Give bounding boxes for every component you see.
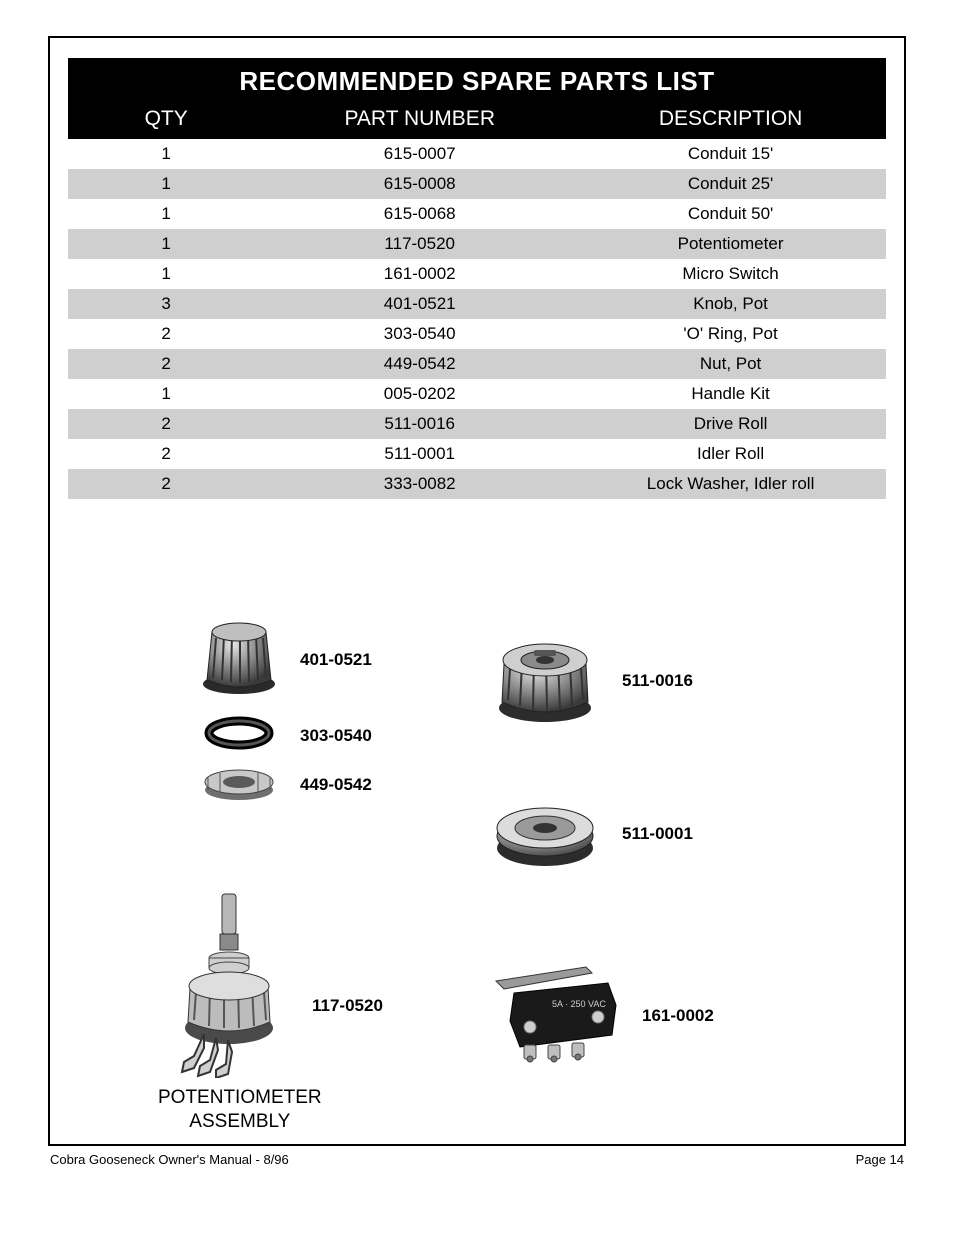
cell-pn: 161-0002 [264, 259, 575, 289]
table-title: RECOMMENDED SPARE PARTS LIST [68, 58, 886, 103]
part-oring: 303-0540 [200, 716, 372, 755]
part-label: 511-0016 [622, 671, 693, 691]
table-row: 1117-0520Potentiometer [68, 229, 886, 259]
col-desc: DESCRIPTION [575, 103, 886, 139]
cell-qty: 2 [68, 409, 264, 439]
idler-roll-icon [490, 788, 600, 879]
table-row: 2511-0016Drive Roll [68, 409, 886, 439]
cell-qty: 1 [68, 199, 264, 229]
cell-pn: 615-0007 [264, 139, 575, 169]
part-knob: 401-0521 [200, 618, 372, 701]
cell-qty: 2 [68, 319, 264, 349]
cell-qty: 2 [68, 349, 264, 379]
col-pn: PART NUMBER [264, 103, 575, 139]
page-frame: RECOMMENDED SPARE PARTS LIST QTY PART NU… [48, 36, 906, 1146]
drive-roll-icon [490, 628, 600, 733]
cell-desc: Nut, Pot [575, 349, 886, 379]
cell-desc: Drive Roll [575, 409, 886, 439]
footer-right: Page 14 [856, 1152, 904, 1167]
cell-pn: 005-0202 [264, 379, 575, 409]
cell-qty: 1 [68, 139, 264, 169]
cell-qty: 1 [68, 229, 264, 259]
table-row: 1615-0007Conduit 15' [68, 139, 886, 169]
cell-pn: 303-0540 [264, 319, 575, 349]
footer-left: Cobra Gooseneck Owner's Manual - 8/96 [50, 1152, 289, 1167]
table-row: 2449-0542Nut, Pot [68, 349, 886, 379]
nut-icon [200, 760, 278, 809]
knob-icon [200, 618, 278, 701]
cell-desc: 'O' Ring, Pot [575, 319, 886, 349]
cell-qty: 2 [68, 439, 264, 469]
part-label: 401-0521 [300, 650, 372, 670]
cell-qty: 3 [68, 289, 264, 319]
part-label: 449-0542 [300, 775, 372, 795]
part-micro-switch: 5A · 250 VAC [490, 963, 714, 1068]
part-drive-roll: 511-0016 [490, 628, 693, 733]
part-potentiometer: 117-0520 [160, 888, 383, 1083]
cell-desc: Conduit 50' [575, 199, 886, 229]
cell-desc: Lock Washer, Idler roll [575, 469, 886, 499]
caption-line1: POTENTIOMETER [158, 1087, 322, 1108]
part-label: 303-0540 [300, 726, 372, 746]
table-row: 1615-0068Conduit 50' [68, 199, 886, 229]
cell-desc: Conduit 25' [575, 169, 886, 199]
cell-pn: 511-0001 [264, 439, 575, 469]
part-label: 117-0520 [312, 996, 383, 1016]
cell-qty: 2 [68, 469, 264, 499]
part-nut: 449-0542 [200, 760, 372, 809]
part-idler-roll: 511-0001 [490, 788, 693, 879]
part-label: 161-0002 [642, 1006, 714, 1026]
cell-desc: Handle Kit [575, 379, 886, 409]
spare-parts-table: RECOMMENDED SPARE PARTS LIST QTY PART NU… [68, 58, 886, 499]
col-qty: QTY [68, 103, 264, 139]
table-row: 2333-0082Lock Washer, Idler roll [68, 469, 886, 499]
table-row: 1615-0008Conduit 25' [68, 169, 886, 199]
cell-desc: Micro Switch [575, 259, 886, 289]
cell-desc: Potentiometer [575, 229, 886, 259]
table-row: 1005-0202Handle Kit [68, 379, 886, 409]
cell-qty: 1 [68, 259, 264, 289]
potentiometer-icon [160, 888, 290, 1083]
page-footer: Cobra Gooseneck Owner's Manual - 8/96 Pa… [48, 1146, 906, 1167]
table-row: 1161-0002Micro Switch [68, 259, 886, 289]
cell-pn: 449-0542 [264, 349, 575, 379]
cell-pn: 117-0520 [264, 229, 575, 259]
cell-qty: 1 [68, 379, 264, 409]
caption-line2: ASSEMBLY [189, 1111, 290, 1132]
cell-pn: 401-0521 [264, 289, 575, 319]
micro-switch-icon: 5A · 250 VAC [490, 963, 620, 1068]
table-row: 2511-0001Idler Roll [68, 439, 886, 469]
table-header-row: QTY PART NUMBER DESCRIPTION [68, 103, 886, 139]
svg-text:5A · 250 VAC: 5A · 250 VAC [552, 999, 606, 1009]
parts-diagram: 401-0521 303-0540 [50, 558, 904, 1144]
cell-desc: Conduit 15' [575, 139, 886, 169]
cell-qty: 1 [68, 169, 264, 199]
cell-desc: Knob, Pot [575, 289, 886, 319]
cell-desc: Idler Roll [575, 439, 886, 469]
table-row: 2303-0540'O' Ring, Pot [68, 319, 886, 349]
table-row: 3401-0521Knob, Pot [68, 289, 886, 319]
cell-pn: 615-0068 [264, 199, 575, 229]
part-label: 511-0001 [622, 824, 693, 844]
cell-pn: 333-0082 [264, 469, 575, 499]
oring-icon [200, 716, 278, 755]
cell-pn: 615-0008 [264, 169, 575, 199]
cell-pn: 511-0016 [264, 409, 575, 439]
potentiometer-caption: POTENTIOMETER ASSEMBLY [158, 1086, 322, 1134]
